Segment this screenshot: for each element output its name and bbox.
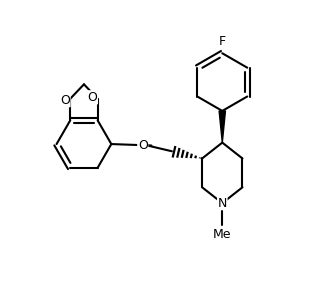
- Text: F: F: [219, 35, 226, 48]
- Polygon shape: [219, 111, 226, 143]
- Text: Me: Me: [213, 228, 232, 241]
- Text: N: N: [217, 197, 227, 210]
- Text: O: O: [87, 91, 97, 104]
- Text: O: O: [60, 94, 70, 107]
- Text: O: O: [138, 139, 148, 152]
